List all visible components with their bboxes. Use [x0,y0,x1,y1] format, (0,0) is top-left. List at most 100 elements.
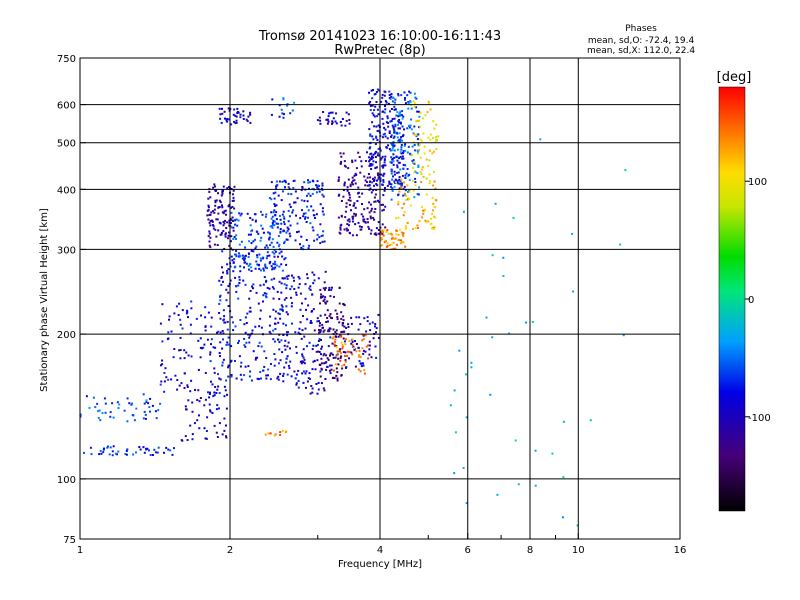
data-point [327,320,329,323]
data-point [325,354,328,357]
data-point [423,152,426,155]
data-point [223,395,226,398]
data-point [308,341,311,344]
data-point [424,208,427,211]
data-point [284,186,286,189]
data-point [342,337,345,340]
data-point [334,356,337,359]
data-point [135,451,137,454]
data-point [272,211,275,214]
data-point [244,283,247,286]
data-point [221,266,223,269]
data-point [219,317,222,320]
data-point [371,121,374,124]
data-point [159,402,162,405]
data-point [250,270,253,272]
data-point [551,452,554,455]
data-point [251,285,253,288]
data-point [378,201,381,203]
data-point [343,228,346,231]
data-point [417,110,420,113]
data-point [230,375,233,378]
data-point [391,178,394,181]
data-point [344,359,347,362]
data-point [270,363,272,365]
data-point [211,383,214,386]
data-point [247,252,250,255]
data-point [242,110,245,113]
data-point [228,224,231,227]
data-point [331,286,333,289]
data-point [244,345,247,348]
data-point [369,176,372,179]
data-point [222,224,225,227]
data-point [397,161,400,164]
data-point [312,360,315,363]
data-point [218,302,221,305]
data-point [232,329,235,332]
data-point [374,232,377,235]
data-point [249,111,252,114]
data-point [402,163,405,166]
data-point [244,246,246,249]
data-point [327,358,330,361]
data-point [374,152,376,155]
data-point [380,237,383,240]
data-point [362,338,365,340]
data-point [341,364,344,367]
data-point [397,93,400,96]
data-point [494,202,497,205]
data-point [315,191,318,194]
data-point [163,380,166,383]
data-point [373,184,375,187]
data-point [146,447,149,450]
data-point [340,331,343,334]
data-point [346,223,349,226]
data-point [334,335,337,338]
data-point [327,115,330,118]
data-point [235,238,237,240]
data-point [218,107,221,110]
data-point [454,431,457,434]
data-point [98,409,101,412]
data-point [252,283,255,286]
data-point [161,303,164,306]
data-point [405,198,408,201]
data-point [216,436,219,438]
data-point [248,336,251,339]
data-point [317,277,320,280]
data-point [304,297,307,300]
data-point [383,161,386,164]
data-point [353,212,356,215]
data-point [388,132,391,134]
data-point [227,336,230,339]
data-point [266,267,268,270]
data-point [394,237,397,240]
data-point [343,354,346,357]
data-point [281,269,284,272]
data-point [332,336,335,339]
data-point [404,225,407,228]
data-point [232,189,235,192]
data-point [288,367,291,370]
data-point [298,277,301,280]
data-point [391,169,393,172]
data-point [377,148,380,150]
data-point [252,240,255,243]
data-point [281,305,284,308]
data-point [351,353,354,356]
data-point [329,336,332,339]
data-point [278,341,281,344]
data-point [216,218,219,221]
data-point [202,346,205,349]
data-point [272,287,275,290]
data-point [337,363,340,366]
data-point [257,232,260,235]
data-point [453,472,456,475]
data-point [416,110,419,113]
data-point [315,350,318,353]
data-point [208,244,211,247]
data-point [185,312,188,315]
data-point [419,125,422,128]
